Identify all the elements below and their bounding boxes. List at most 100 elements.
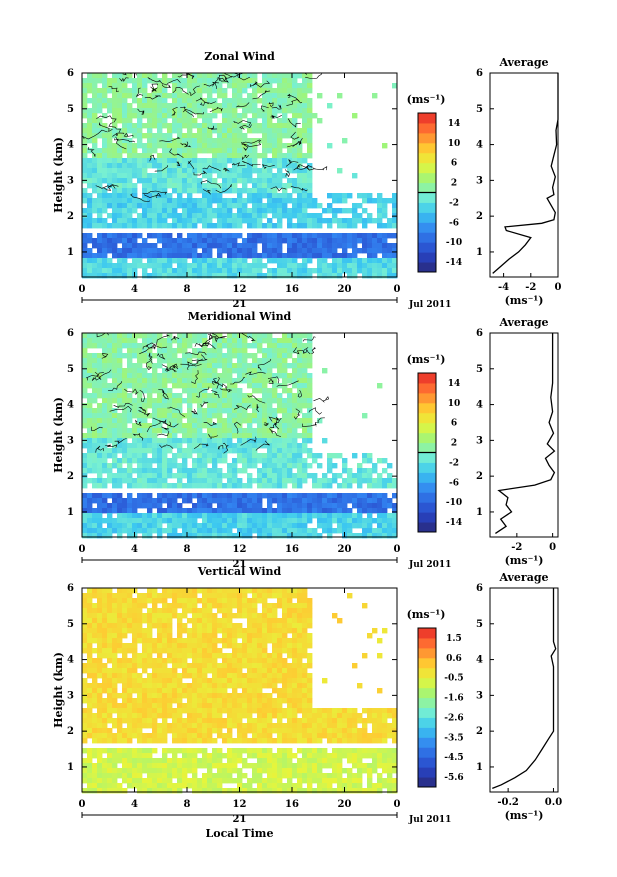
- heatmap-cell: [357, 238, 362, 243]
- heatmap-cell: [192, 188, 197, 193]
- heatmap-cell: [287, 128, 292, 133]
- heatmap-cell: [202, 123, 207, 128]
- heatmap-cell: [277, 133, 282, 138]
- colorbar-segment: [418, 453, 436, 463]
- heatmap-cell: [207, 118, 212, 123]
- heatmap-cell: [282, 438, 287, 443]
- heatmap-cell: [117, 223, 122, 228]
- heatmap-cell: [207, 483, 212, 488]
- heatmap-cell: [272, 518, 277, 523]
- heatmap-cell: [172, 253, 177, 258]
- heatmap-cell: [107, 653, 112, 658]
- heatmap-cell: [87, 78, 92, 83]
- heatmap-cell: [242, 263, 247, 268]
- heatmap-cell: [82, 78, 87, 83]
- heatmap-cell: [112, 458, 117, 463]
- heatmap-cell: [187, 663, 192, 668]
- heatmap-cell: [267, 203, 272, 208]
- heatmap-cell: [107, 693, 112, 698]
- heatmap-cell: [262, 243, 267, 248]
- heatmap-cell: [212, 88, 217, 93]
- heatmap-cell: [157, 638, 162, 643]
- heatmap-cell: [157, 758, 162, 763]
- heatmap-cell: [332, 273, 337, 278]
- heatmap-cell: [267, 388, 272, 393]
- heatmap-cell: [292, 448, 297, 453]
- heatmap-cell: [97, 438, 102, 443]
- heatmap-cell: [82, 633, 87, 638]
- heatmap-cell: [102, 438, 107, 443]
- heatmap-cell: [132, 728, 137, 733]
- heatmap-cell: [92, 728, 97, 733]
- heatmap-cell: [282, 118, 287, 123]
- heatmap-cell: [137, 123, 142, 128]
- heatmap-cell: [232, 248, 237, 253]
- heatmap-cell: [347, 523, 352, 528]
- heatmap-cell: [207, 408, 212, 413]
- heatmap-cell: [162, 738, 167, 743]
- heatmap-cell: [117, 218, 122, 223]
- heatmap-cell: [362, 248, 367, 253]
- heatmap-cell: [152, 253, 157, 258]
- heatmap-cell: [182, 368, 187, 373]
- heatmap-cell: [377, 243, 382, 248]
- panel-title: Vertical Wind: [197, 565, 282, 578]
- heatmap-cell: [212, 263, 217, 268]
- heatmap-cell: [192, 633, 197, 638]
- heatmap-cell: [102, 203, 107, 208]
- heatmap-cell: [167, 748, 172, 753]
- heatmap-cell: [152, 448, 157, 453]
- heatmap-cell: [152, 178, 157, 183]
- heatmap-cell: [167, 678, 172, 683]
- heatmap-cell: [277, 103, 282, 108]
- heatmap-cell: [222, 338, 227, 343]
- heatmap-cell: [92, 388, 97, 393]
- heatmap-cell: [147, 753, 152, 758]
- heatmap-cell: [227, 528, 232, 533]
- heatmap-cell: [112, 528, 117, 533]
- heatmap-cell: [162, 458, 167, 463]
- heatmap-cell: [307, 503, 312, 508]
- heatmap-cell: [87, 523, 92, 528]
- heatmap-cell: [137, 443, 142, 448]
- x-tick-label: 20: [338, 544, 352, 555]
- heatmap-cell: [267, 528, 272, 533]
- heatmap-cell: [92, 453, 97, 458]
- heatmap-cell: [247, 198, 252, 203]
- heatmap-cell: [112, 148, 117, 153]
- heatmap-cell: [267, 148, 272, 153]
- heatmap-cell: [142, 523, 147, 528]
- heatmap-cell: [162, 758, 167, 763]
- heatmap-cell: [172, 723, 177, 728]
- heatmap-cell: [192, 233, 197, 238]
- heatmap-cell: [102, 678, 107, 683]
- heatmap-cell: [292, 408, 297, 413]
- heatmap-cell: [102, 653, 107, 658]
- heatmap-cell: [162, 723, 167, 728]
- heatmap-cell: [282, 483, 287, 488]
- heatmap-cell: [207, 368, 212, 373]
- heatmap-cell: [97, 653, 102, 658]
- heatmap-cell: [207, 223, 212, 228]
- heatmap-cell: [272, 453, 277, 458]
- heatmap-cell: [267, 358, 272, 363]
- heatmap-cell: [202, 163, 207, 168]
- heatmap-cell: [172, 383, 177, 388]
- heatmap-cell: [287, 438, 292, 443]
- heatmap-cell: [272, 443, 277, 448]
- heatmap-cell: [262, 98, 267, 103]
- heatmap-cell: [167, 648, 172, 653]
- heatmap-cell: [82, 493, 87, 498]
- heatmap-cell: [187, 723, 192, 728]
- heatmap-cell: [307, 183, 312, 188]
- heatmap-cell: [117, 458, 122, 463]
- heatmap-cell: [307, 138, 312, 143]
- heatmap-cell: [137, 658, 142, 663]
- heatmap-cell: [102, 758, 107, 763]
- heatmap-cell: [182, 383, 187, 388]
- heatmap-cell: [282, 363, 287, 368]
- heatmap-cell: [137, 383, 142, 388]
- heatmap-cell: [232, 258, 237, 263]
- heatmap-cell: [92, 188, 97, 193]
- heatmap-cell: [157, 223, 162, 228]
